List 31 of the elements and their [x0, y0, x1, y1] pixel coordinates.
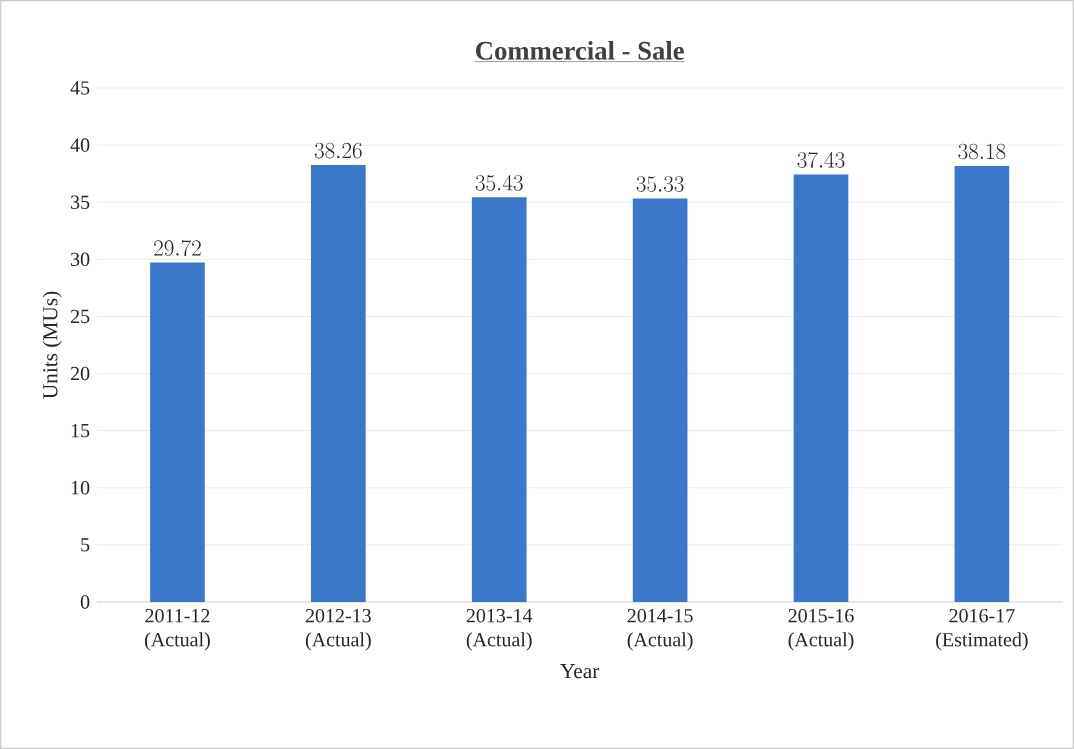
bar [954, 165, 1010, 602]
y-tick-label: 40 [70, 138, 90, 152]
bar [793, 174, 849, 602]
y-tick-label: 30 [71, 252, 90, 267]
data-label: 38. 18 [958, 143, 1006, 160]
y-tick-label: 10 [71, 481, 90, 495]
data-label: 35.33 [636, 176, 684, 192]
x-tick-label: 2016-17 (Estimated) [936, 608, 1028, 651]
y-tick-label: 45 [70, 81, 90, 95]
bar [150, 262, 205, 602]
y-tick-label: 0 [80, 595, 90, 609]
x-axis-title: Year [560, 664, 600, 679]
bar [632, 198, 688, 602]
y-axis-title: Units (MUs) [42, 291, 62, 399]
y-tick-label: 15 [71, 423, 90, 438]
y-tick-label: 5 [81, 538, 90, 552]
y-tick-label: 25 [70, 309, 90, 324]
data-label: 37.43 [797, 151, 845, 168]
data-label: 35.43 [475, 174, 523, 191]
x-tick-label: 2012-13 (Actual) [305, 608, 371, 651]
bar [311, 164, 366, 602]
chart-title: Commercial - Sale [476, 40, 684, 60]
data-label: 29.72 [154, 239, 201, 256]
y-tick-label: 20 [70, 366, 90, 381]
y-tick-label: 35 [71, 195, 90, 209]
x-tick-label: 2015-16 (Actual) [788, 608, 854, 651]
x-tick-label: 2014-15 (Actual) [627, 608, 693, 651]
x-tick-label: 2013-14 (Actual) [466, 608, 533, 651]
data-label: 38.26 [314, 142, 362, 159]
x-tick-label: 2011-12 (Actual) [145, 608, 210, 651]
bar [471, 197, 527, 602]
